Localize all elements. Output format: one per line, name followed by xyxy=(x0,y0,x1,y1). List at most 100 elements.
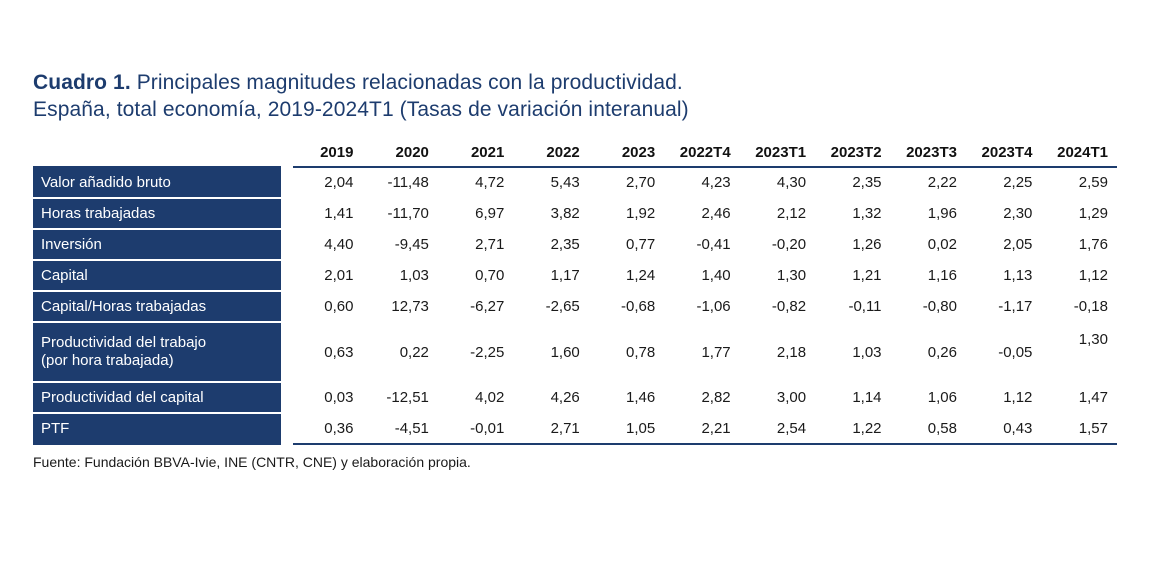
table-cell: 2,46 xyxy=(664,198,740,230)
title-subtitle: España, total economía, 2019-2024T1 (Tas… xyxy=(33,98,689,121)
table-cell: 1,41 xyxy=(287,198,363,230)
header-label-cell xyxy=(33,138,288,168)
table-cell: 1,03 xyxy=(362,260,438,292)
table-cell: 1,40 xyxy=(664,260,740,292)
table-cell: 1,03 xyxy=(815,322,891,383)
table-cell: 0,58 xyxy=(890,413,966,445)
table-cell: -2,25 xyxy=(437,322,514,383)
table-cell: 0,78 xyxy=(588,322,665,383)
table-cell: 1,46 xyxy=(588,382,665,414)
table-cell: -0,20 xyxy=(739,229,816,261)
table-row: Productividad del trabajo (por hora traba… xyxy=(33,322,1117,383)
table-title: Cuadro 1. Principales magnitudes relacio… xyxy=(33,69,1133,123)
table-cell: 1,76 xyxy=(1041,229,1117,261)
table-row: PTF 0,36 -4,51 -0,01 2,71 1,05 2,21 2,54… xyxy=(33,413,1117,445)
table-cell: -0,01 xyxy=(437,413,514,445)
table-cell: -11,70 xyxy=(362,198,438,230)
table-row: Productividad del capital 0,03 -12,51 4,… xyxy=(33,382,1117,414)
row-label: Productividad del capital xyxy=(33,382,294,414)
row-label: Valor añadido bruto xyxy=(33,167,294,199)
column-header: 2023T1 xyxy=(739,138,816,168)
table-cell: 4,02 xyxy=(437,382,514,414)
column-header: 2023T4 xyxy=(965,138,1042,168)
title-text: Principales magnitudes relacionadas con … xyxy=(136,71,683,94)
table-cell: -4,51 xyxy=(362,413,438,445)
table-cell: 2,25 xyxy=(965,167,1042,199)
table-cell: 0,22 xyxy=(362,322,438,383)
column-header: 2023 xyxy=(588,138,665,168)
table-cell: -11,48 xyxy=(362,167,438,199)
source-note: Fuente: Fundación BBVA-Ivie, INE (CNTR, … xyxy=(33,454,471,470)
table-cell: 4,72 xyxy=(437,167,514,199)
table-row: Inversión 4,40 -9,45 2,71 2,35 0,77 -0,4… xyxy=(33,229,1117,261)
table-cell: 1,32 xyxy=(815,198,891,230)
column-header: 2023T3 xyxy=(890,138,966,168)
table-cell: 1,17 xyxy=(513,260,589,292)
row-label: Horas trabajadas xyxy=(33,198,294,230)
table-cell: -0,18 xyxy=(1041,291,1117,323)
table-cell: 1,05 xyxy=(588,413,665,445)
table-cell: -0,68 xyxy=(588,291,665,323)
table-cell: 3,82 xyxy=(513,198,589,230)
table-cell: 0,77 xyxy=(588,229,665,261)
table-cell: 2,04 xyxy=(287,167,363,199)
header-row: 2019 2020 2021 2022 2023 2022T4 2023T1 2… xyxy=(33,138,1117,168)
table-cell: 1,77 xyxy=(664,322,740,383)
table-cell: 2,05 xyxy=(965,229,1042,261)
table-cell: -0,80 xyxy=(890,291,966,323)
table-cell: 2,59 xyxy=(1041,167,1117,199)
table-cell: 1,24 xyxy=(588,260,665,292)
table-cell: 0,63 xyxy=(287,322,363,383)
table-cell: 2,70 xyxy=(588,167,665,199)
table-cell: 6,97 xyxy=(437,198,514,230)
table-cell: -2,65 xyxy=(513,291,589,323)
table-cell: 3,00 xyxy=(739,382,816,414)
table-row: Capital/Horas trabajadas 0,60 12,73 -6,2… xyxy=(33,291,1117,323)
table-cell: 2,54 xyxy=(739,413,816,445)
table-cell: -9,45 xyxy=(362,229,438,261)
table-cell: 2,01 xyxy=(287,260,363,292)
table-cell: -0,11 xyxy=(815,291,891,323)
table-cell: 1,57 xyxy=(1041,413,1117,445)
table-cell: -1,06 xyxy=(664,291,740,323)
table-cell: 2,71 xyxy=(513,413,589,445)
column-header: 2020 xyxy=(362,138,438,168)
table-cell: 1,47 xyxy=(1041,382,1117,414)
table-cell: 2,21 xyxy=(664,413,740,445)
table-row: Horas trabajadas 1,41 -11,70 6,97 3,82 1… xyxy=(33,198,1117,230)
table-cell: -0,41 xyxy=(664,229,740,261)
table-cell: 1,12 xyxy=(1041,260,1117,292)
table-cell: -0,82 xyxy=(739,291,816,323)
table-cell: 0,60 xyxy=(287,291,363,323)
row-label-line2: (por hora trabajada) xyxy=(41,352,174,369)
column-header: 2022T4 xyxy=(664,138,740,168)
table-cell: 0,03 xyxy=(287,382,363,414)
table-cell: 0,70 xyxy=(437,260,514,292)
table-cell: 5,43 xyxy=(513,167,589,199)
table-cell: 2,22 xyxy=(890,167,966,199)
table-cell: 4,26 xyxy=(513,382,589,414)
row-label: Inversión xyxy=(33,229,294,261)
column-header: 2021 xyxy=(437,138,514,168)
title-bold: Cuadro 1. xyxy=(33,71,131,94)
table-cell: 12,73 xyxy=(362,291,438,323)
table-cell: 2,35 xyxy=(815,167,891,199)
column-header: 2024T1 xyxy=(1041,138,1117,168)
table-cell: 0,36 xyxy=(287,413,363,445)
table-cell: 2,35 xyxy=(513,229,589,261)
table-row: Valor añadido bruto 2,04 -11,48 4,72 5,4… xyxy=(33,167,1117,199)
table-cell: 1,96 xyxy=(890,198,966,230)
table-cell: 0,26 xyxy=(890,322,966,383)
table-cell: 1,13 xyxy=(965,260,1042,292)
table-cell: 1,26 xyxy=(815,229,891,261)
row-label: Capital/Horas trabajadas xyxy=(33,291,294,323)
table-cell: 1,16 xyxy=(890,260,966,292)
row-label: Capital xyxy=(33,260,294,292)
table-cell: 4,30 xyxy=(739,167,816,199)
table-cell: 0,43 xyxy=(965,413,1042,445)
table-cell: 1,29 xyxy=(1041,198,1117,230)
column-header: 2019 xyxy=(287,138,363,168)
table-cell: 1,12 xyxy=(965,382,1042,414)
table-cell: -1,17 xyxy=(965,291,1042,323)
table-cell: 2,82 xyxy=(664,382,740,414)
